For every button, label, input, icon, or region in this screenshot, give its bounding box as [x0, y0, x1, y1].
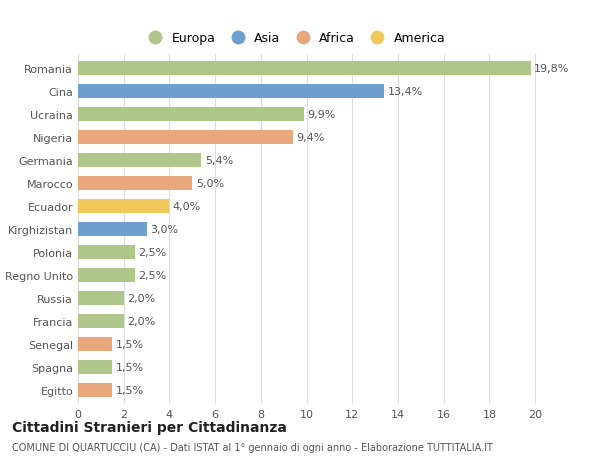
Bar [78, 360, 112, 375]
Text: 1,5%: 1,5% [116, 339, 144, 349]
Bar [78, 291, 124, 306]
Legend: Europa, Asia, Africa, America: Europa, Asia, Africa, America [143, 33, 445, 45]
Bar [78, 268, 135, 282]
Bar [78, 200, 169, 214]
Bar [78, 84, 384, 99]
Text: 5,4%: 5,4% [205, 156, 233, 166]
Bar [78, 383, 112, 397]
Text: Cittadini Stranieri per Cittadinanza: Cittadini Stranieri per Cittadinanza [12, 420, 287, 434]
Text: 5,0%: 5,0% [196, 179, 224, 189]
Bar [78, 153, 202, 168]
Text: 3,0%: 3,0% [150, 224, 178, 235]
Text: 2,0%: 2,0% [127, 316, 155, 326]
Text: 9,9%: 9,9% [308, 110, 336, 120]
Bar [78, 107, 304, 122]
Bar [78, 223, 146, 237]
Bar [78, 130, 293, 145]
Text: 13,4%: 13,4% [388, 87, 423, 97]
Text: 2,5%: 2,5% [139, 247, 167, 257]
Bar [78, 62, 530, 76]
Text: 9,4%: 9,4% [296, 133, 325, 143]
Text: 2,0%: 2,0% [127, 293, 155, 303]
Text: 2,5%: 2,5% [139, 270, 167, 280]
Bar [78, 176, 192, 190]
Bar [78, 337, 112, 352]
Bar [78, 314, 124, 329]
Text: 1,5%: 1,5% [116, 362, 144, 372]
Text: 1,5%: 1,5% [116, 385, 144, 395]
Text: 19,8%: 19,8% [534, 64, 569, 74]
Text: COMUNE DI QUARTUCCIU (CA) - Dati ISTAT al 1° gennaio di ogni anno - Elaborazione: COMUNE DI QUARTUCCIU (CA) - Dati ISTAT a… [12, 442, 493, 452]
Text: 4,0%: 4,0% [173, 202, 201, 212]
Bar [78, 245, 135, 260]
